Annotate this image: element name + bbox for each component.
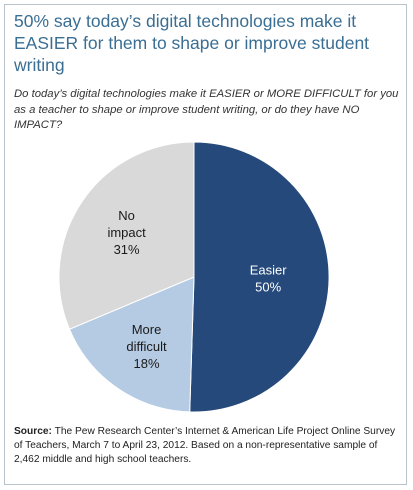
pie-slice-easier bbox=[189, 141, 330, 413]
pie-slice-more-difficult bbox=[68, 276, 195, 413]
pie-label-no-impact: No impact 31% bbox=[107, 208, 146, 257]
chart-title: 50% say today’s digital technologies mak… bbox=[14, 11, 370, 75]
source-label: Source: bbox=[14, 426, 52, 437]
survey-question: Do today’s digital technologies make it … bbox=[14, 88, 399, 131]
source-text: The Pew Research Center’s Internet & Ame… bbox=[14, 426, 396, 465]
pie-label-more-difficult: More difficult 18% bbox=[126, 322, 167, 371]
source-note: Source: The Pew Research Center’s Intern… bbox=[14, 425, 399, 467]
pie-slice-no-impact bbox=[58, 141, 195, 330]
pie-label-easier: Easier 50% bbox=[250, 263, 288, 295]
